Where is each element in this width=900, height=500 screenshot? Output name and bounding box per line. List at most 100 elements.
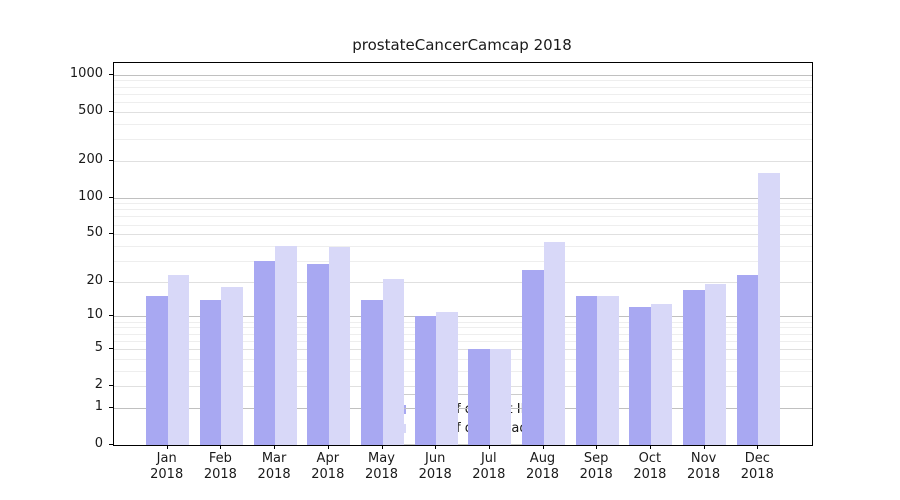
gridline-minor	[114, 86, 812, 88]
gridline-minor	[114, 260, 812, 262]
x-tick-mark	[488, 445, 490, 449]
x-tick-mark	[596, 445, 598, 449]
gridline	[114, 234, 812, 236]
bar-nb-of-downloads-apr	[328, 247, 351, 445]
x-tick-label: Jan 2018	[150, 451, 184, 482]
bar-nb-of-distinct-ips-oct	[629, 307, 651, 445]
y-tick-mark	[109, 110, 114, 112]
y-tick-label: 2	[94, 377, 103, 393]
x-tick-mark	[703, 445, 705, 449]
y-tick-label: 200	[78, 151, 103, 167]
gridline-minor	[114, 358, 812, 360]
x-tick-label: Oct 2018	[633, 451, 667, 482]
gridline-minor	[114, 123, 812, 125]
gridline-minor	[114, 333, 812, 335]
bar-nb-of-downloads-may	[382, 279, 404, 445]
y-tick-mark	[109, 315, 114, 317]
y-tick-label: 1000	[69, 65, 103, 81]
gridline-minor	[114, 245, 812, 247]
gridline-major	[114, 197, 812, 199]
gridline-major	[114, 74, 812, 76]
gridline-minor	[114, 216, 812, 218]
bar-nb-of-distinct-ips-feb	[199, 299, 222, 445]
gridline-minor	[114, 327, 812, 329]
bar-nb-of-distinct-ips-aug	[522, 270, 544, 445]
gridline	[114, 386, 812, 388]
y-tick-label: 20	[86, 272, 103, 288]
x-tick-label: Aug 2018	[525, 451, 560, 482]
x-tick-mark	[649, 445, 651, 449]
bar-nb-of-distinct-ips-nov	[683, 290, 705, 445]
x-tick-label: Dec 2018	[740, 451, 774, 482]
bar-nb-of-downloads-jan	[167, 274, 190, 445]
x-tick-label: Sep 2018	[579, 451, 613, 482]
gridline	[114, 111, 812, 113]
x-tick-mark	[327, 445, 329, 449]
gridline-minor	[114, 203, 812, 205]
bar-nb-of-distinct-ips-sep	[575, 296, 598, 445]
gridline-minor	[114, 101, 812, 103]
x-tick-mark	[435, 445, 437, 449]
x-tick-label: Mar 2018	[257, 451, 291, 482]
x-tick-label: Nov 2018	[687, 451, 721, 482]
x-tick-mark	[757, 445, 759, 449]
x-tick-label: May 2018	[364, 451, 399, 482]
gridline	[114, 281, 812, 283]
x-tick-mark	[220, 445, 222, 449]
gridline-minor	[114, 93, 812, 95]
y-tick-label: 0	[94, 436, 103, 451]
gridline-minor	[114, 80, 812, 82]
bar-nb-of-downloads-oct	[650, 303, 673, 445]
x-tick-label: Jul 2018	[472, 451, 506, 482]
bar-nb-of-downloads-jul	[489, 348, 512, 445]
y-tick-mark	[109, 280, 114, 282]
x-tick-mark	[274, 445, 276, 449]
y-tick-mark	[109, 385, 114, 387]
bar-nb-of-distinct-ips-jun	[414, 316, 437, 445]
gridline-minor	[114, 209, 812, 211]
x-tick-mark	[542, 445, 544, 449]
bar-nb-of-distinct-ips-dec	[736, 274, 759, 445]
y-tick-mark	[109, 406, 114, 408]
gridline-major	[114, 407, 812, 409]
y-tick-label: 5	[94, 339, 103, 355]
chart-title: prostateCancerCamcap 2018	[352, 36, 572, 54]
gridline-minor	[114, 138, 812, 140]
y-tick-mark	[109, 347, 114, 349]
bar-nb-of-downloads-jun	[436, 311, 458, 445]
bar-nb-of-distinct-ips-mar	[253, 260, 276, 445]
y-tick-mark	[109, 159, 114, 161]
y-tick-mark	[109, 196, 114, 198]
plot-area: Nb of distinct IPs Nb of downloads	[113, 62, 813, 446]
x-tick-mark	[381, 445, 383, 449]
y-tick-label: 1	[94, 398, 103, 414]
gridline-major	[114, 316, 812, 318]
bar-nb-of-downloads-mar	[275, 245, 297, 445]
bar-nb-of-distinct-ips-jan	[146, 296, 168, 445]
bar-nb-of-downloads-nov	[704, 284, 727, 445]
y-tick-mark	[109, 73, 114, 75]
bar-nb-of-downloads-sep	[597, 296, 619, 445]
bar-nb-of-downloads-feb	[221, 287, 243, 445]
x-tick-label: Jun 2018	[418, 451, 452, 482]
y-tick-label: 500	[78, 102, 103, 118]
gridline-minor	[114, 321, 812, 323]
y-tick-label: 10	[86, 307, 103, 323]
gridline	[114, 348, 812, 350]
legend-item-downloads: Nb of downloads	[386, 419, 538, 438]
bar-nb-of-distinct-ips-jul	[468, 348, 490, 445]
gridline-minor	[114, 224, 812, 226]
gridline-minor	[114, 370, 812, 372]
x-tick-label: Feb 2018	[203, 451, 237, 482]
gridline-minor	[114, 340, 812, 342]
x-tick-mark	[166, 445, 168, 449]
y-tick-label: 100	[78, 188, 103, 204]
bar-nb-of-distinct-ips-apr	[307, 264, 329, 445]
gridline	[114, 160, 812, 162]
x-tick-label: Apr 2018	[311, 451, 345, 482]
bar-nb-of-downloads-dec	[758, 172, 780, 445]
bar-nb-of-downloads-aug	[543, 242, 565, 445]
y-tick-mark	[109, 233, 114, 235]
y-tick-label: 50	[86, 225, 103, 241]
